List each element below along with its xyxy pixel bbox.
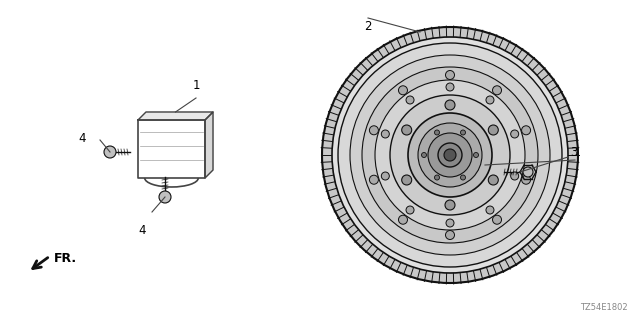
Circle shape: [381, 130, 389, 138]
Circle shape: [511, 172, 518, 180]
Text: 4: 4: [138, 224, 146, 237]
Circle shape: [523, 167, 533, 177]
Circle shape: [493, 215, 502, 224]
Circle shape: [488, 125, 499, 135]
Circle shape: [418, 123, 482, 187]
Circle shape: [362, 67, 538, 243]
Circle shape: [428, 133, 472, 177]
Text: 1: 1: [192, 79, 200, 92]
Circle shape: [446, 219, 454, 227]
Circle shape: [445, 230, 454, 239]
Circle shape: [402, 175, 412, 185]
Circle shape: [486, 206, 494, 214]
Circle shape: [350, 55, 550, 255]
Circle shape: [522, 126, 531, 135]
Circle shape: [332, 37, 568, 273]
Text: 2: 2: [364, 20, 372, 33]
Circle shape: [511, 130, 518, 138]
Circle shape: [104, 146, 116, 158]
Circle shape: [446, 83, 454, 91]
Circle shape: [474, 153, 479, 157]
Text: 4: 4: [79, 132, 86, 145]
Circle shape: [445, 100, 455, 110]
Circle shape: [406, 206, 414, 214]
Circle shape: [375, 80, 525, 230]
Text: 3: 3: [570, 147, 577, 159]
Polygon shape: [138, 112, 213, 120]
Circle shape: [399, 86, 408, 95]
Circle shape: [435, 130, 440, 135]
Circle shape: [486, 96, 494, 104]
Circle shape: [322, 27, 578, 283]
Circle shape: [522, 175, 531, 184]
Circle shape: [488, 175, 499, 185]
Circle shape: [438, 143, 462, 167]
Circle shape: [390, 95, 510, 215]
Circle shape: [444, 149, 456, 161]
Circle shape: [399, 215, 408, 224]
Circle shape: [493, 86, 502, 95]
Circle shape: [422, 153, 426, 157]
Circle shape: [369, 175, 378, 184]
Text: FR.: FR.: [54, 252, 77, 265]
Circle shape: [461, 130, 465, 135]
Circle shape: [369, 126, 378, 135]
Circle shape: [406, 96, 414, 104]
Circle shape: [435, 175, 440, 180]
Circle shape: [402, 125, 412, 135]
Circle shape: [159, 191, 171, 203]
Polygon shape: [205, 112, 213, 178]
Circle shape: [461, 175, 465, 180]
Circle shape: [445, 200, 455, 210]
Circle shape: [381, 172, 389, 180]
Text: TZ54E1802: TZ54E1802: [580, 303, 628, 312]
Circle shape: [338, 43, 562, 267]
Circle shape: [445, 70, 454, 79]
Circle shape: [408, 113, 492, 197]
